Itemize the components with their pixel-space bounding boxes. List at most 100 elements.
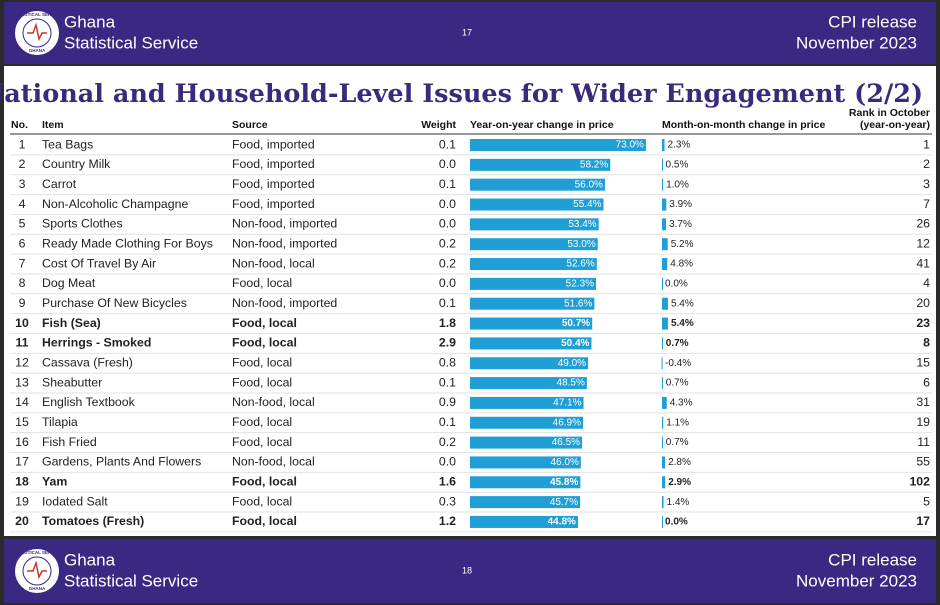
row-weight: 2.9 xyxy=(439,336,456,350)
row-source: Food, local xyxy=(232,336,297,350)
row-rank: 31 xyxy=(916,395,930,409)
logo-base-text: GHANA xyxy=(29,586,46,591)
row-item: Cost Of Travel By Air xyxy=(42,256,156,270)
row-no: 11 xyxy=(16,336,29,350)
row-source: Non-food, imported xyxy=(232,296,337,310)
mom-label: -0.4% xyxy=(665,358,691,369)
row-rank: 1 xyxy=(923,137,930,151)
row-source: Food, imported xyxy=(232,157,315,171)
row-weight: 0.1 xyxy=(439,296,456,310)
row-no: 19 xyxy=(15,494,29,508)
yoy-label: 52.3% xyxy=(566,279,594,290)
mom-bar xyxy=(662,238,668,251)
yoy-label: 45.8% xyxy=(550,477,578,488)
row-source: Food, local xyxy=(232,375,292,389)
yoy-label: 50.7% xyxy=(562,318,590,329)
header-yoy: Year-on-year change in price xyxy=(470,119,614,131)
mom-bar xyxy=(662,218,667,231)
row-rank: 17 xyxy=(916,514,930,528)
row-no: 13 xyxy=(15,375,29,389)
row-source: Food, local xyxy=(232,514,297,528)
header-item: Item xyxy=(42,119,64,131)
row-no: 5 xyxy=(19,217,26,231)
mom-bar xyxy=(662,178,664,191)
mom-bar xyxy=(662,515,663,528)
row-weight: 0.8 xyxy=(439,355,456,369)
row-no: 1 xyxy=(19,137,26,151)
header-rank: Rank in October xyxy=(849,107,930,119)
row-item: Carrot xyxy=(42,177,77,191)
yoy-bar xyxy=(470,258,597,271)
yoy-bar xyxy=(470,178,605,191)
mom-label: 3.9% xyxy=(669,199,692,210)
mom-label: 2.9% xyxy=(668,477,691,488)
logo-pulse xyxy=(27,560,47,580)
mom-label: 1.4% xyxy=(667,497,690,508)
mom-label: 4.3% xyxy=(670,398,693,409)
row-no: 8 xyxy=(19,276,26,290)
row-rank: 3 xyxy=(923,177,930,191)
mom-bar xyxy=(662,436,663,449)
row-weight: 0.2 xyxy=(439,236,456,250)
row-item: Sheabutter xyxy=(42,375,102,389)
logo-inner xyxy=(22,556,52,586)
row-item: Dog Meat xyxy=(42,276,96,290)
mom-bar xyxy=(662,377,663,390)
row-source: Non-food, imported xyxy=(232,236,337,250)
row-weight: 0.1 xyxy=(439,137,456,151)
yoy-bar xyxy=(470,436,583,449)
row-item: Fish (Sea) xyxy=(42,316,101,330)
top-banner: STATISTICAL SERVICE GHANA Ghana Statistical… xyxy=(4,2,936,64)
yoy-bar xyxy=(470,139,646,151)
mom-label: 0.0% xyxy=(665,279,688,290)
mom-bar xyxy=(662,258,668,271)
row-rank: 23 xyxy=(916,316,930,330)
row-source: Food, local xyxy=(232,276,292,290)
row-source: Food, local xyxy=(232,316,297,330)
row-rank: 15 xyxy=(916,355,930,369)
release-label: CPI release xyxy=(828,12,917,31)
row-rank: 102 xyxy=(909,475,930,489)
mom-bar xyxy=(662,158,663,171)
header-mom: Month-on-month change in price xyxy=(662,119,825,131)
yoy-label: 53.0% xyxy=(567,239,595,250)
header-source: Source xyxy=(232,119,268,131)
mom-label: 5.2% xyxy=(671,239,694,250)
org-name: Statistical Service xyxy=(64,571,198,590)
row-item: Country Milk xyxy=(42,157,111,171)
header-no: No. xyxy=(11,119,28,131)
row-weight: 1.6 xyxy=(439,475,456,489)
row-no: 3 xyxy=(19,177,26,191)
row-weight: 0.1 xyxy=(439,177,456,191)
yoy-bar xyxy=(470,337,592,350)
yoy-label: 46.0% xyxy=(551,457,579,468)
mom-label: 2.3% xyxy=(668,140,691,151)
yoy-bar xyxy=(470,515,578,528)
row-weight: 0.0 xyxy=(439,197,456,211)
mom-bar xyxy=(662,139,665,151)
row-weight: 0.0 xyxy=(439,455,456,469)
row-no: 15 xyxy=(15,415,29,429)
mom-bar xyxy=(662,476,666,489)
mom-label: 0.0% xyxy=(665,517,688,528)
logo-pulse xyxy=(27,22,47,42)
row-no: 7 xyxy=(19,256,26,270)
yoy-bar xyxy=(470,297,595,310)
row-no: 14 xyxy=(15,395,29,409)
row-weight: 0.0 xyxy=(439,276,456,290)
row-no: 18 xyxy=(15,475,29,489)
row-source: Food, imported xyxy=(232,137,315,151)
yoy-label: 47.1% xyxy=(553,398,581,409)
mom-label: 0.7% xyxy=(666,378,689,389)
row-rank: 5 xyxy=(923,494,930,508)
row-weight: 1.8 xyxy=(439,316,456,330)
banner-bg xyxy=(4,2,936,64)
row-item: Non-Alcoholic Champagne xyxy=(42,197,188,211)
yoy-bar xyxy=(470,416,584,429)
page-number: 17 xyxy=(462,27,472,37)
yoy-label: 73.0% xyxy=(616,140,644,151)
logo-base-text: GHANA xyxy=(29,48,46,53)
row-source: Non-food, local xyxy=(232,256,315,270)
row-item: Ready Made Clothing For Boys xyxy=(42,236,213,250)
